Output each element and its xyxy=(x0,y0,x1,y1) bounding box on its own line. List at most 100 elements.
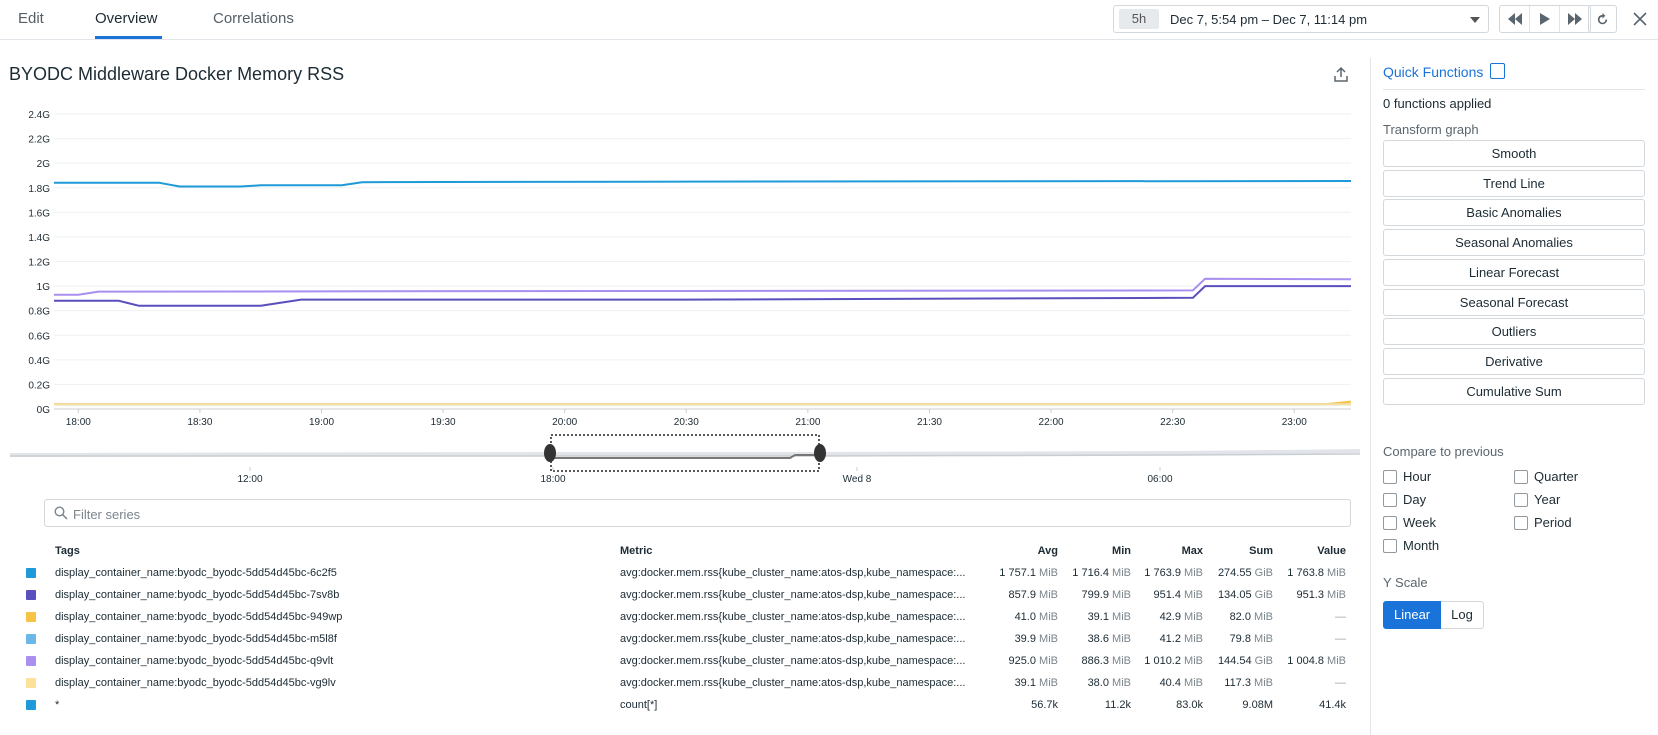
series-max-unit: MiB xyxy=(1184,655,1203,667)
series-metric: count[*] xyxy=(620,699,658,711)
seasonal-anomalies-button[interactable]: Seasonal Anomalies xyxy=(1383,229,1645,257)
cumulative-sum-button[interactable]: Cumulative Sum xyxy=(1383,377,1645,405)
y-tick-label: 1.4G xyxy=(28,233,50,244)
header-tags[interactable]: Tags xyxy=(55,545,80,557)
minimap-left-handle[interactable] xyxy=(544,444,556,462)
table-row[interactable]: * count[*] 56.7k 11.2k 83.0k 9.08M 41.4k xyxy=(0,695,1360,717)
series-line-0[interactable] xyxy=(54,180,1352,188)
series-value: — xyxy=(1335,633,1346,645)
rewind-button[interactable] xyxy=(1500,6,1530,32)
header-sum[interactable]: Sum xyxy=(1249,545,1273,557)
quick-functions-title[interactable]: Quick Functions xyxy=(1383,64,1484,80)
table-row[interactable]: display_container_name:byodc_byodc-5dd54… xyxy=(0,607,1360,629)
timeline-minimap[interactable]: 12:00 18:00 Wed 8 06:00 xyxy=(0,428,1360,490)
tab-overview[interactable]: Overview xyxy=(95,10,158,27)
y-scale-linear-button[interactable]: Linear xyxy=(1383,601,1442,629)
header-max[interactable]: Max xyxy=(1181,545,1203,557)
y-scale-label: Y Scale xyxy=(1383,575,1428,590)
series-color-swatch xyxy=(26,590,36,600)
table-row[interactable]: display_container_name:byodc_byodc-5dd54… xyxy=(0,673,1360,695)
minimap-right-handle[interactable] xyxy=(814,444,826,462)
series-value-number: 1 004.8 xyxy=(1287,655,1324,667)
table-row[interactable]: display_container_name:byodc_byodc-5dd54… xyxy=(0,651,1360,673)
close-button[interactable] xyxy=(1628,6,1652,32)
series-min-number: 799.9 xyxy=(1081,589,1109,601)
series-metric: avg:docker.mem.rss{kube_cluster_name:ato… xyxy=(620,677,966,689)
series-metric: avg:docker.mem.rss{kube_cluster_name:ato… xyxy=(620,655,966,667)
filter-series-input[interactable] xyxy=(73,504,1323,524)
series-line-4[interactable] xyxy=(54,277,1352,296)
header-metric[interactable]: Metric xyxy=(620,545,653,557)
close-icon xyxy=(1633,12,1647,26)
header-avg[interactable]: Avg xyxy=(1037,545,1058,557)
time-range-picker[interactable]: 5h Dec 7, 5:54 pm – Dec 7, 11:14 pm xyxy=(1113,5,1489,33)
header-min[interactable]: Min xyxy=(1112,545,1131,557)
checkbox-box[interactable] xyxy=(1514,516,1528,530)
series-avg: 1 757.1 MiB xyxy=(999,567,1058,579)
seasonal-forecast-button[interactable]: Seasonal Forecast xyxy=(1383,288,1645,316)
tab-correlations[interactable]: Correlations xyxy=(213,10,294,27)
derivative-button[interactable]: Derivative xyxy=(1383,347,1645,375)
series-metric: avg:docker.mem.rss{kube_cluster_name:ato… xyxy=(620,589,966,601)
series-value-number: 1 763.8 xyxy=(1287,567,1324,579)
x-tick-label: 22:30 xyxy=(1160,417,1185,426)
series-metric: avg:docker.mem.rss{kube_cluster_name:ato… xyxy=(620,567,966,579)
checkbox-box[interactable] xyxy=(1383,539,1397,553)
checkbox-label: Period xyxy=(1534,515,1572,530)
series-value-number: — xyxy=(1335,611,1346,623)
table-row[interactable]: display_container_name:byodc_byodc-5dd54… xyxy=(0,585,1360,607)
fast-forward-button[interactable] xyxy=(1560,6,1590,32)
export-icon[interactable] xyxy=(1332,66,1350,84)
series-avg-number: 39.9 xyxy=(1014,633,1036,645)
minimap-axis: 12:00 18:00 Wed 8 06:00 xyxy=(237,467,1173,485)
y-scale-log-button[interactable]: Log xyxy=(1441,601,1484,629)
series-sum: 79.8 MiB xyxy=(1230,633,1273,645)
header-value[interactable]: Value xyxy=(1317,545,1346,557)
series-avg: 39.1 MiB xyxy=(1015,677,1058,689)
checkbox-box[interactable] xyxy=(1383,493,1397,507)
basic-anomalies-button[interactable]: Basic Anomalies xyxy=(1383,199,1645,227)
trend-line-button[interactable]: Trend Line xyxy=(1383,169,1645,197)
series-max: 1 763.9 MiB xyxy=(1144,567,1203,579)
series-value: 41.4k xyxy=(1319,699,1346,711)
play-button[interactable] xyxy=(1530,6,1560,32)
smooth-button[interactable]: Smooth xyxy=(1383,140,1645,167)
series-min: 11.2k xyxy=(1105,699,1131,711)
outliers-button[interactable]: Outliers xyxy=(1383,318,1645,346)
series-color-swatch xyxy=(26,678,36,688)
time-navigation-group xyxy=(1499,5,1591,33)
top-bar: Edit Overview Correlations 5h Dec 7, 5:5… xyxy=(0,0,1658,40)
table-row[interactable]: display_container_name:byodc_byodc-5dd54… xyxy=(0,563,1360,585)
y-tick-label: 2.4G xyxy=(28,110,50,121)
timeseries-chart[interactable]: 0G 0.2G 0.4G 0.6G 0.8G 1G 1.2G 1.4G 1.6G 1.8G 2G 2.… xyxy=(0,100,1360,426)
series-line-1[interactable] xyxy=(54,285,1351,307)
series-sum-unit: MiB xyxy=(1254,633,1273,645)
chart-gridlines xyxy=(54,113,1351,410)
series-min-unit: MiB xyxy=(1112,677,1131,689)
time-span-badge: 5h xyxy=(1119,9,1159,29)
series-table: Tags Metric Avg Min Max Sum Value displa… xyxy=(0,541,1360,717)
divider xyxy=(1383,89,1645,90)
series-min-number: 11.2k xyxy=(1104,699,1131,711)
panel-toggle-icon[interactable] xyxy=(1490,63,1505,79)
panel-divider xyxy=(1370,58,1371,735)
series-tag: display_container_name:byodc_byodc-5dd54… xyxy=(55,611,343,623)
tab-edit[interactable]: Edit xyxy=(18,10,44,27)
table-row[interactable]: display_container_name:byodc_byodc-5dd54… xyxy=(0,629,1360,651)
checkbox-box[interactable] xyxy=(1383,516,1397,530)
checkbox-box[interactable] xyxy=(1514,470,1528,484)
series-value-number: 41.4k xyxy=(1319,699,1346,711)
series-min-unit: MiB xyxy=(1112,589,1131,601)
series-tag: * xyxy=(55,699,60,711)
checkbox-box[interactable] xyxy=(1383,470,1397,484)
series-value: — xyxy=(1335,611,1346,623)
chart-series xyxy=(54,180,1352,406)
series-color-swatch xyxy=(26,612,36,622)
series-avg: 56.7k xyxy=(1031,699,1058,711)
linear-forecast-button[interactable]: Linear Forecast xyxy=(1383,258,1645,286)
series-min: 39.1 MiB xyxy=(1088,611,1131,623)
series-avg: 857.9 MiB xyxy=(1008,589,1058,601)
reset-zoom-button[interactable] xyxy=(1588,5,1617,33)
series-sum-unit: GiB xyxy=(1254,655,1273,667)
checkbox-box[interactable] xyxy=(1514,493,1528,507)
